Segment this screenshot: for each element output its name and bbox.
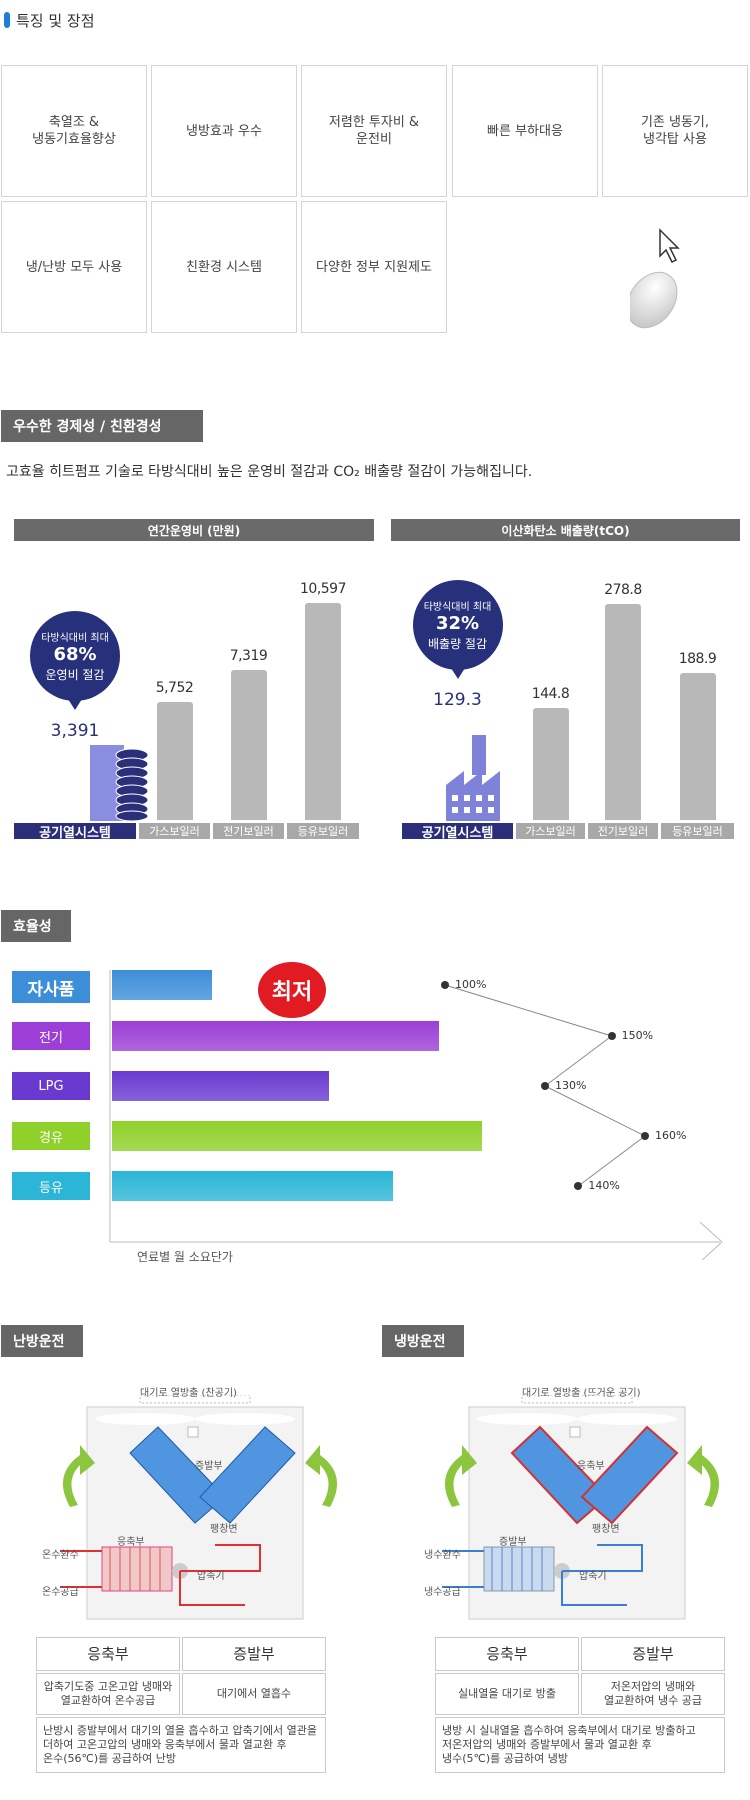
cooling-row1: 실내열을 대기로 방출 (435, 1673, 579, 1715)
x-category-label: 전기보일러 (213, 823, 284, 839)
cooling-desc: 냉방 시 실내열을 흡수하여 응축부에서 대기로 방출하고 저온저압의 냉매와 … (435, 1717, 725, 1773)
heating-compressor-label: 압축기 (197, 1571, 225, 1582)
heating-supply-label: 온수공급 (42, 1587, 79, 1598)
x-category-label: 등유보일러 (661, 823, 734, 839)
bubble-line: 배출량 절감 (427, 636, 487, 651)
cooling-supply-label: 냉수공급 (424, 1587, 461, 1598)
feature-cell: 냉/난방 모두 사용 (1, 201, 147, 333)
feature-cell: 냉방효과 우수 (151, 65, 297, 197)
x-category-label: 가스보일러 (516, 823, 585, 839)
bar-value-label: 144.8 (531, 685, 570, 702)
bar (532, 707, 569, 820)
heating-header: 난방운전 (1, 1325, 83, 1357)
heating-col1: 응축부 (36, 1637, 180, 1671)
feature-cell: 다양한 정부 지원제도 (301, 201, 447, 333)
cooling-evaporator-label: 증발부 (499, 1537, 527, 1548)
heating-col2: 증발부 (182, 1637, 326, 1671)
efficiency-point (441, 981, 449, 989)
heating-row1: 압축기도중 고온고압 냉매와 열교환하여 온수공급 (36, 1673, 180, 1715)
cooling-condenser-label: 응축부 (577, 1461, 605, 1472)
cooling-row2: 저온저압의 냉매와 열교환하여 냉수 공급 (581, 1673, 725, 1715)
efficiency-header: 효율성 (1, 910, 71, 942)
feature-cell: 축열조 & 냉동기효율향상 (1, 65, 147, 197)
bar-value-label: 5,752 (155, 680, 194, 697)
efficiency-point (541, 1082, 549, 1090)
bar (605, 603, 641, 820)
efficiency-category: 자사품 (12, 971, 90, 1003)
chart-title-cost: 연간운영비 (만원) (14, 519, 374, 541)
efficiency-percent: 100% (455, 978, 487, 991)
cooling-col1: 응축부 (435, 1637, 579, 1671)
cooling-compressor-label: 압축기 (579, 1571, 607, 1582)
efficiency-percent: 160% (655, 1129, 687, 1142)
efficiency-bar (112, 1171, 393, 1201)
bar-value-label: 7,319 (229, 648, 268, 665)
cooling-top-label: 대기로 열방출 (뜨거운 공기) (522, 1388, 641, 1399)
bar (679, 673, 716, 820)
efficiency-axes (109, 970, 723, 1260)
mouse-icon (630, 228, 680, 329)
savings-bubble: 타방식대비 최대 68% 운영비 절감 (30, 610, 120, 710)
cooling-col2: 증발부 (581, 1637, 725, 1671)
coins-icon (90, 745, 149, 821)
bar-value-label: 3,391 (50, 720, 100, 741)
heating-top-label: 대기로 열방출 (찬공기) (140, 1388, 237, 1399)
economy-header: 우수한 경제성 / 친환경성 (1, 410, 203, 442)
cooling-expansion-label: 팽창변 (592, 1524, 620, 1535)
bar-value-label: 10,597 (300, 581, 347, 598)
feature-cell: 저렴한 투자비 & 운전비 (301, 65, 447, 197)
savings-bubble: 타방식대비 최대 32% 배출량 절감 (412, 579, 503, 679)
efficiency-category: 전기 (12, 1022, 90, 1050)
efficiency-percent: 150% (621, 1029, 654, 1042)
efficiency-category: 경유 (12, 1122, 90, 1150)
bar-value-label: 188.9 (678, 651, 717, 668)
heating-expansion-label: 팽창변 (210, 1524, 238, 1535)
bubble-line: 32% (435, 612, 480, 634)
bar (305, 603, 341, 820)
bubble-line: 타방식대비 최대 (423, 601, 492, 613)
feature-cell: 기존 냉동기, 냉각탑 사용 (602, 65, 748, 197)
x-category-label: 공기열시스템 (14, 823, 136, 841)
bar-value-label: 278.8 (604, 581, 642, 598)
bar (156, 702, 193, 820)
efficiency-percent: 140% (588, 1179, 620, 1192)
efficiency-bar (112, 1121, 482, 1151)
heating-condenser-label: 응축부 (117, 1537, 145, 1548)
factory-icon (446, 735, 500, 821)
feature-cell: 친환경 시스템 (151, 201, 297, 333)
efficiency-point (641, 1132, 649, 1140)
economy-intro: 고효율 히트펌프 기술로 타방식대비 높은 운영비 절감과 CO₂ 배출량 절감… (6, 464, 533, 480)
efficiency-percent: 130% (555, 1079, 587, 1092)
bar-value-label: 129.3 (433, 689, 482, 710)
cooling-diagram (442, 1395, 720, 1620)
bullet-icon (4, 12, 10, 28)
efficiency-bar (112, 1021, 440, 1051)
bubble-line: 68% (53, 643, 97, 665)
heating-desc: 난방시 증발부에서 대기의 열을 흡수하고 압축기에서 열관을 더하여 고온고압… (36, 1717, 326, 1773)
x-category-label: 전기보일러 (588, 823, 658, 839)
feature-cell: 빠른 부하대응 (452, 65, 598, 197)
lowest-badge: 최저 (258, 962, 326, 1018)
efficiency-point (574, 1182, 583, 1190)
x-category-label: 공기열시스템 (402, 823, 513, 841)
features-title: 특징 및 장점 (4, 10, 95, 31)
efficiency-category: LPG (12, 1072, 90, 1100)
heating-diagram (60, 1395, 338, 1620)
bar (230, 670, 267, 820)
efficiency-point (607, 1032, 616, 1040)
efficiency-bar (112, 1071, 329, 1101)
bubble-line: 운영비 절감 (45, 667, 105, 682)
heating-row2: 대기에서 열흡수 (182, 1673, 326, 1715)
x-category-label: 등유보일러 (287, 823, 359, 839)
efficiency-xlabel: 연료별 월 소요단가 (137, 1250, 233, 1264)
heating-return-label: 온수환수 (42, 1550, 79, 1561)
bubble-line: 타방식대비 최대 (41, 632, 109, 644)
chart-title-co2: 이산화탄소 배출량(tCO) (391, 519, 740, 541)
x-category-label: 가스보일러 (139, 823, 210, 839)
cooling-return-label: 냉수환수 (424, 1550, 461, 1561)
heating-evaporator-label: 증발부 (195, 1461, 223, 1472)
cooling-header: 냉방운전 (382, 1325, 464, 1357)
efficiency-category: 등유 (12, 1172, 90, 1200)
efficiency-bar (112, 970, 212, 1000)
